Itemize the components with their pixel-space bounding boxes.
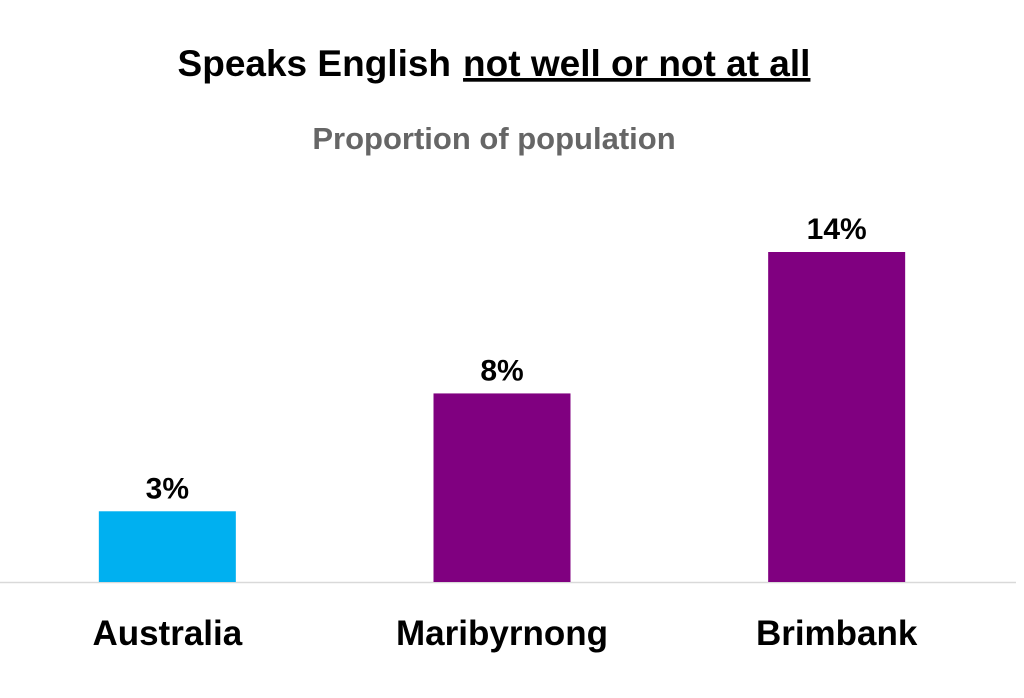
x-tick-label: Brimbank — [756, 614, 918, 653]
bar — [98, 511, 236, 582]
chart-title: Speaks English not well or not at all — [178, 43, 811, 84]
chart-subtitle: Proportion of population — [312, 121, 675, 156]
x-tick-label: Maribyrnong — [396, 614, 608, 653]
bar — [433, 393, 571, 582]
title-text: Speaks English — [178, 43, 452, 84]
x-tick-label: Australia — [92, 614, 242, 653]
bar — [768, 252, 906, 582]
value-label: 8% — [480, 354, 523, 387]
value-label: 3% — [146, 472, 189, 505]
value-label: 14% — [807, 213, 867, 246]
title-emphasis: not well or not at all — [463, 43, 810, 84]
